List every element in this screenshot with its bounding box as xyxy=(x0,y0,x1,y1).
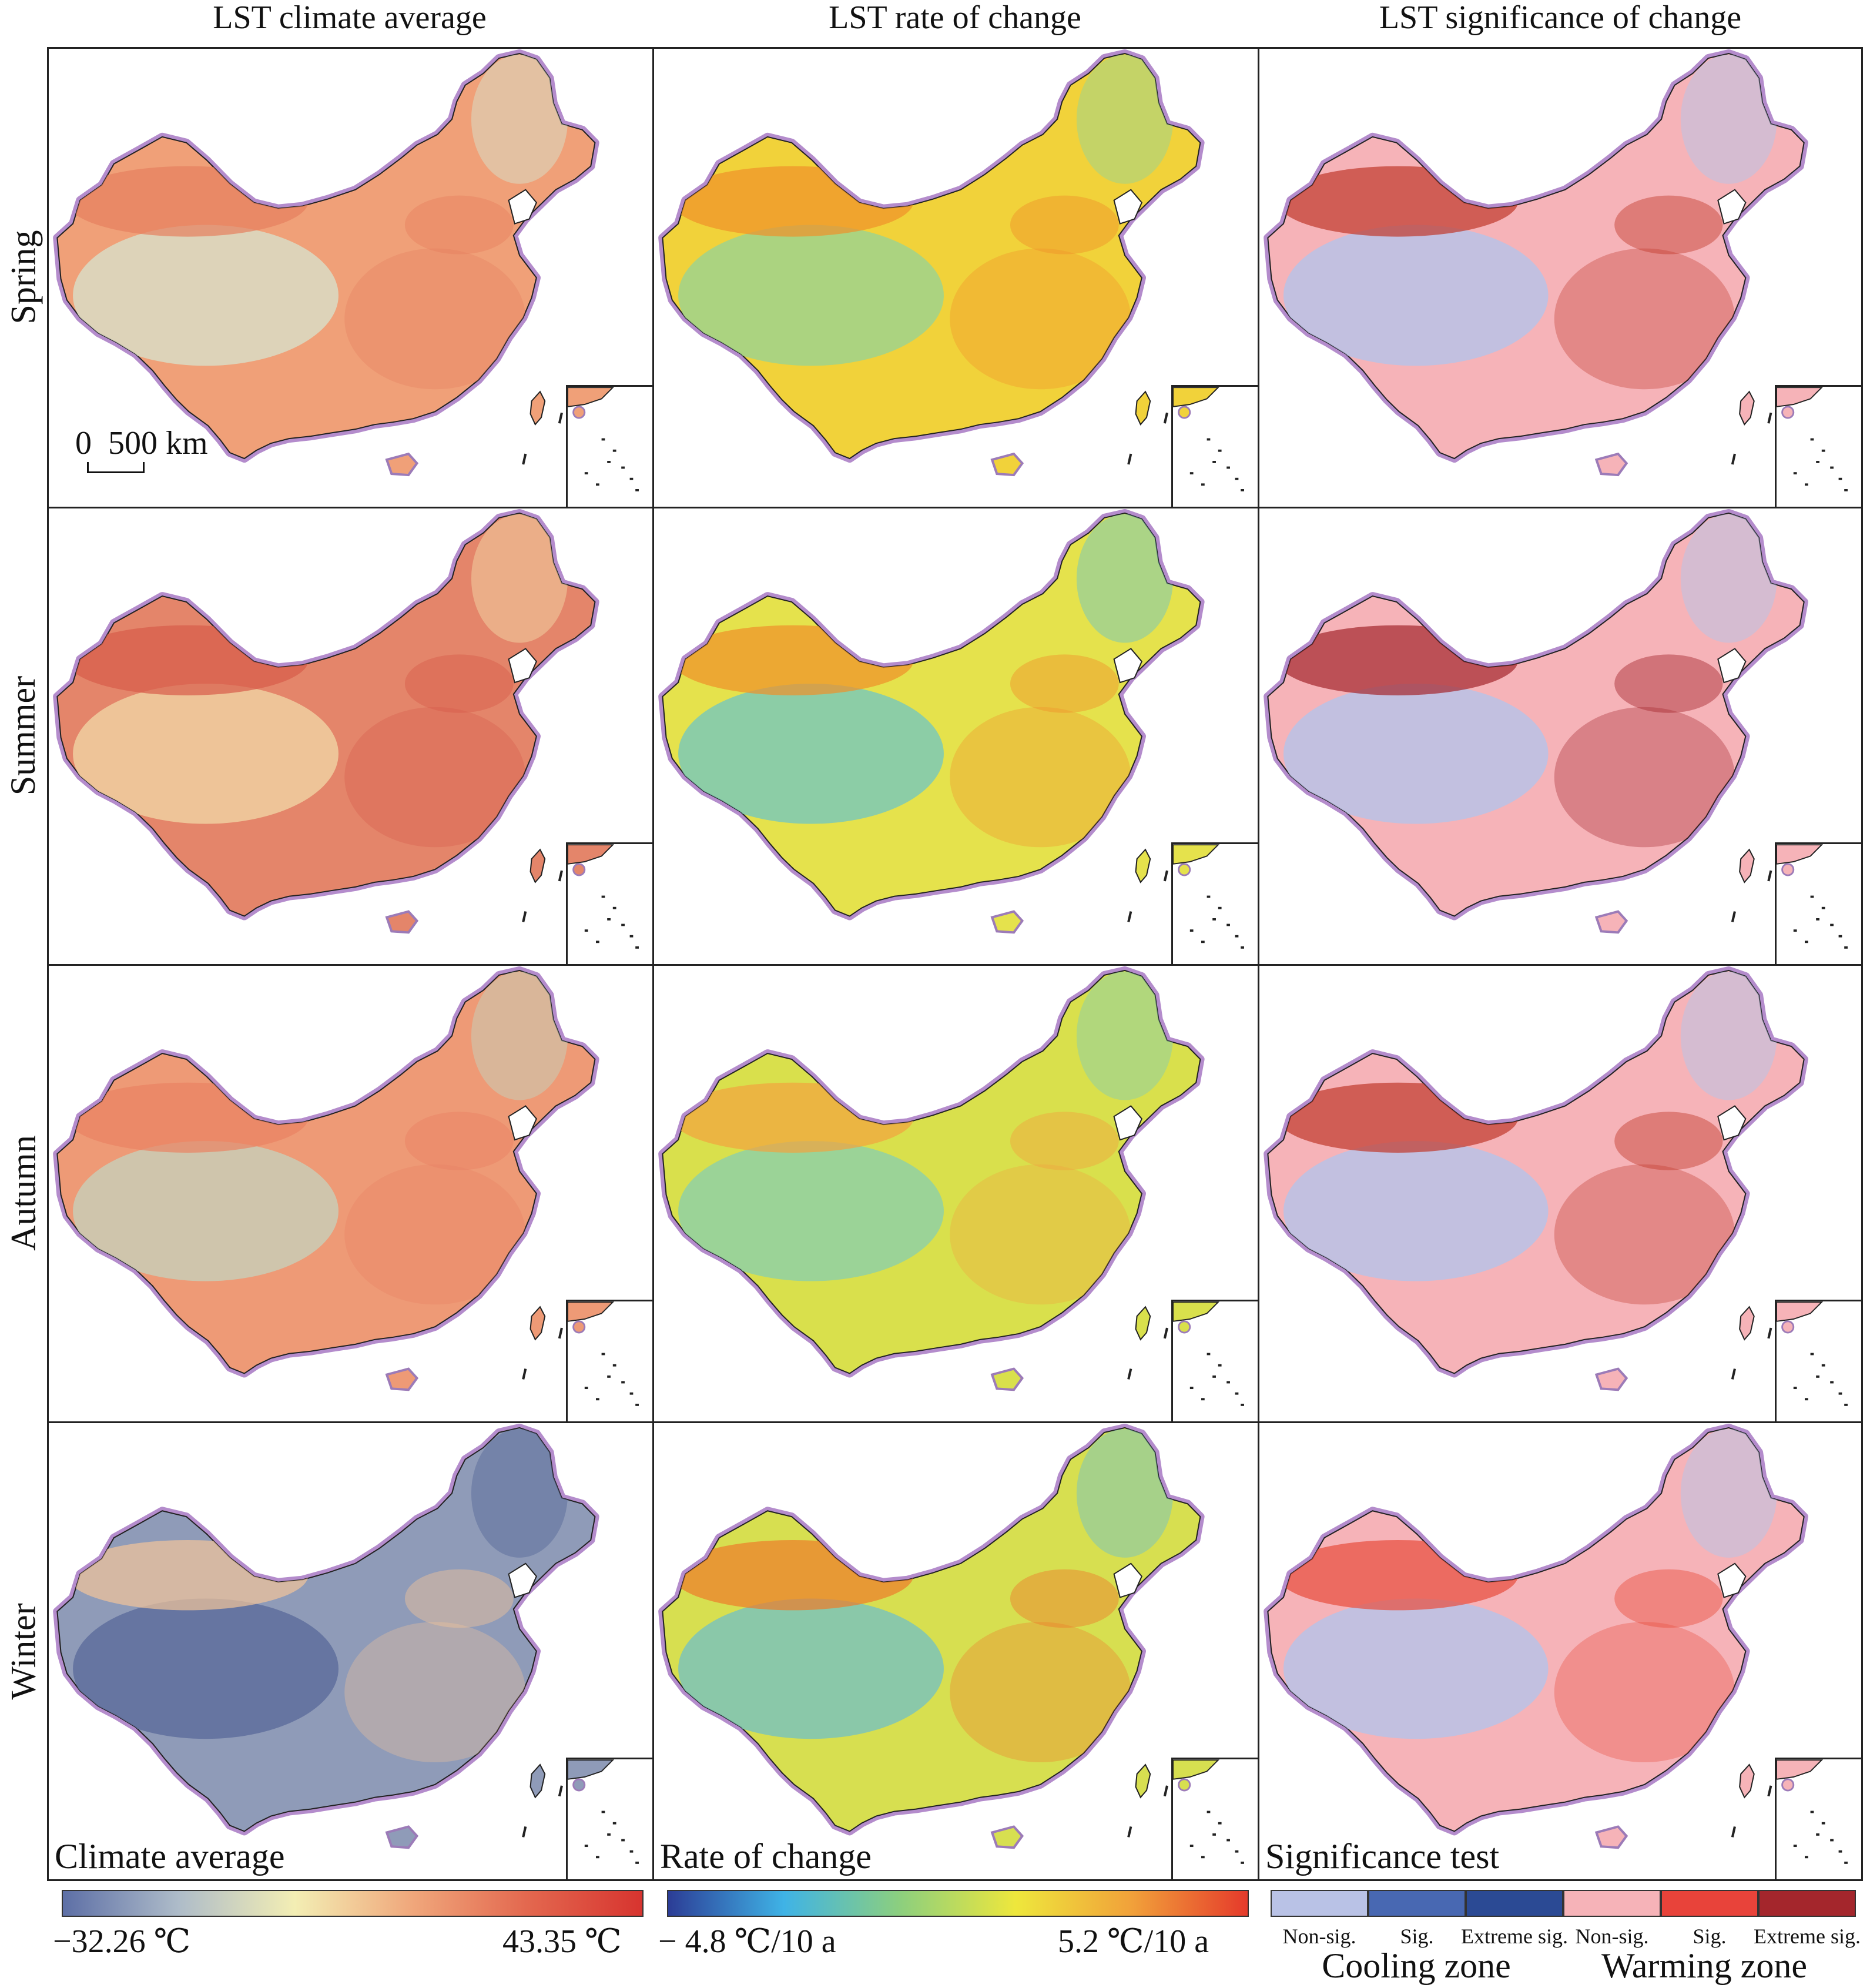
sig-class-label: Sig. xyxy=(1400,1925,1434,1948)
legend-rate-max: 5.2 ℃/10 a xyxy=(1058,1923,1209,1960)
south-china-sea-inset xyxy=(1171,1300,1258,1421)
sig-class-label: Extreme sig. xyxy=(1754,1925,1861,1948)
china-map-spring-sig xyxy=(1264,49,1808,477)
south-china-sea-inset xyxy=(1775,1300,1861,1421)
scale-bar: 0 500 km xyxy=(75,424,208,473)
scale-bar-line xyxy=(87,462,145,473)
south-china-sea-inset xyxy=(566,385,652,507)
map-panel-autumn-sig xyxy=(1258,964,1863,1423)
map-panel-summer-avg xyxy=(47,507,654,966)
south-china-sea-inset xyxy=(1775,1758,1861,1879)
sig-class-swatch xyxy=(1758,1890,1856,1917)
china-map-spring-rate xyxy=(658,49,1205,477)
sig-class-label: Non-sig. xyxy=(1575,1925,1649,1948)
sig-class-swatch xyxy=(1271,1890,1368,1917)
map-panel-summer-rate xyxy=(652,507,1259,966)
sig-class-label: Non-sig. xyxy=(1282,1925,1356,1948)
column-title-avg: LST climate average xyxy=(213,0,487,36)
south-china-sea-inset xyxy=(1171,385,1258,507)
map-panel-autumn-rate xyxy=(652,964,1259,1423)
china-map-summer-sig xyxy=(1264,508,1808,934)
column-title-rate: LST rate of change xyxy=(829,0,1081,36)
sig-class-swatch xyxy=(1368,1890,1466,1917)
row-label-summer: Summer xyxy=(4,675,43,795)
sig-class-label: Extreme sig. xyxy=(1461,1925,1568,1948)
caption-rate: Rate of change xyxy=(660,1837,872,1876)
south-china-sea-inset xyxy=(566,1300,652,1421)
china-map-winter-sig xyxy=(1264,1423,1808,1849)
legend-rate-min: − 4.8 ℃/10 a xyxy=(658,1923,836,1960)
china-map-autumn-sig xyxy=(1264,966,1808,1391)
map-panel-summer-sig xyxy=(1258,507,1863,966)
south-china-sea-inset xyxy=(1775,842,1861,964)
column-title-sig: LST significance of change xyxy=(1379,0,1742,36)
south-china-sea-inset xyxy=(566,842,652,964)
sig-class-swatch xyxy=(1563,1890,1661,1917)
china-map-summer-rate xyxy=(658,508,1205,934)
china-map-autumn-avg xyxy=(53,966,599,1391)
china-map-spring-avg xyxy=(53,49,599,477)
caption-avg: Climate average xyxy=(55,1837,285,1876)
map-panel-spring-avg xyxy=(47,47,654,508)
row-label-spring: Spring xyxy=(4,229,43,324)
scale-bar-label: 0 500 km xyxy=(75,425,208,461)
legend-rate-colorbar xyxy=(667,1890,1249,1917)
sig-class-swatch xyxy=(1661,1890,1758,1917)
map-panel-winter-rate: Rate of change xyxy=(652,1421,1259,1881)
map-panel-autumn-avg xyxy=(47,964,654,1423)
south-china-sea-inset xyxy=(1171,1758,1258,1879)
sig-class-swatch xyxy=(1466,1890,1563,1917)
south-china-sea-inset xyxy=(1775,385,1861,507)
row-label-autumn: Autumn xyxy=(4,1134,43,1251)
zone-label-warming: Warming zone xyxy=(1601,1946,1808,1985)
legend-avg-min: −32.26 ℃ xyxy=(53,1923,191,1960)
china-map-winter-avg xyxy=(53,1423,599,1849)
map-panel-spring-sig xyxy=(1258,47,1863,508)
south-china-sea-inset xyxy=(1171,842,1258,964)
south-china-sea-inset xyxy=(566,1758,652,1879)
legend-avg-max: 43.35 ℃ xyxy=(502,1923,622,1960)
map-panel-spring-rate xyxy=(652,47,1259,508)
caption-sig: Significance test xyxy=(1265,1837,1500,1876)
row-label-winter: Winter xyxy=(4,1602,43,1700)
china-map-summer-avg xyxy=(53,508,599,934)
legend-avg-colorbar xyxy=(62,1890,644,1917)
map-panel-winter-avg: Climate average xyxy=(47,1421,654,1881)
zone-label-cooling: Cooling zone xyxy=(1322,1946,1511,1985)
sig-class-label: Sig. xyxy=(1693,1925,1727,1948)
china-map-autumn-rate xyxy=(658,966,1205,1391)
map-panel-winter-sig: Significance test xyxy=(1258,1421,1863,1881)
china-map-winter-rate xyxy=(658,1423,1205,1849)
